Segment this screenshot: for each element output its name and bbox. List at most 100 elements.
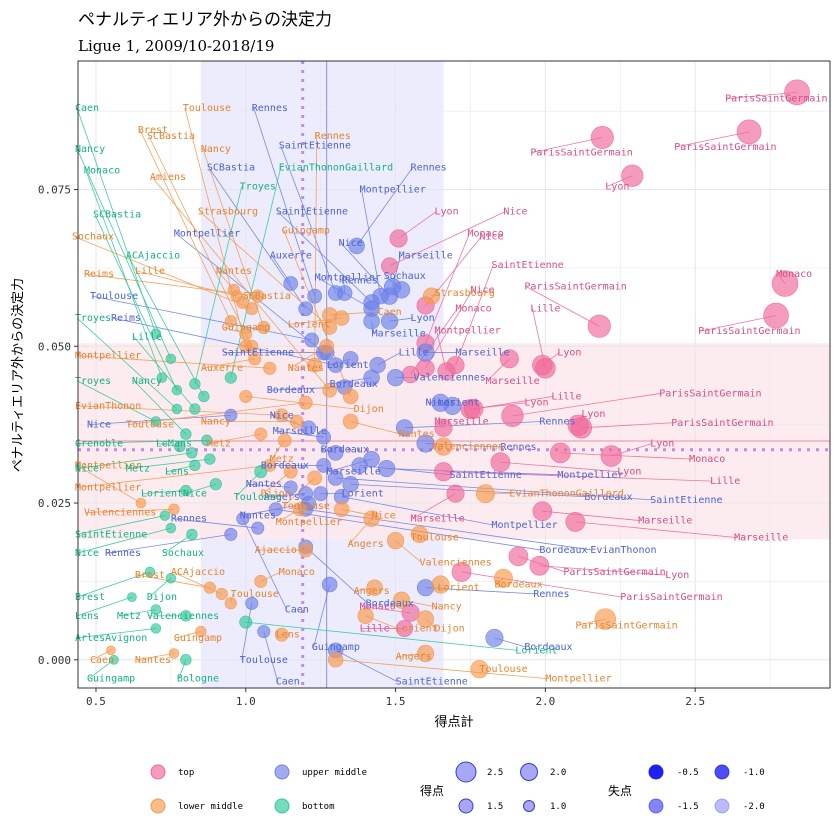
leader-line bbox=[581, 422, 674, 429]
leader-line bbox=[443, 471, 713, 482]
data-label: ParisSaintGermain bbox=[563, 567, 665, 578]
data-point bbox=[198, 390, 210, 403]
legend-color-key bbox=[150, 798, 166, 814]
data-point bbox=[150, 623, 162, 634]
data-point bbox=[342, 476, 359, 493]
data-label: Metz bbox=[270, 454, 294, 465]
leader-line bbox=[106, 533, 231, 554]
data-label: Lyon bbox=[665, 570, 689, 581]
data-point bbox=[736, 119, 762, 145]
data-label: Lorient bbox=[515, 645, 557, 656]
data-point bbox=[322, 382, 338, 398]
leader-line bbox=[539, 565, 668, 576]
data-label: Toulouse bbox=[411, 533, 459, 544]
data-label: Guingamp bbox=[312, 642, 360, 653]
data-label: Lyon bbox=[617, 467, 641, 478]
leader-line bbox=[76, 452, 192, 469]
data-label: Reims bbox=[111, 313, 141, 324]
data-label: Lyon bbox=[557, 348, 581, 359]
data-point bbox=[342, 351, 359, 367]
data-point bbox=[357, 607, 374, 625]
leader-line bbox=[76, 439, 207, 444]
legend-alpha-key bbox=[648, 798, 664, 814]
data-point bbox=[168, 648, 180, 659]
leader-line bbox=[91, 295, 312, 341]
data-label: ParisSaintGermain bbox=[698, 326, 800, 337]
legend-size-key bbox=[455, 761, 477, 783]
data-label: SaintEtienne bbox=[279, 141, 351, 152]
leader-line bbox=[242, 518, 288, 610]
data-point bbox=[410, 525, 429, 543]
data-label: ParisSaintGermain bbox=[674, 142, 776, 153]
data-point bbox=[389, 229, 408, 248]
data-label: Marseille bbox=[734, 533, 788, 544]
y-axis-title: ペナルティエリア外からの決定力 bbox=[11, 278, 26, 472]
leader-line bbox=[341, 496, 494, 526]
data-point bbox=[380, 312, 399, 330]
data-label: Dijon bbox=[147, 592, 177, 603]
data-point bbox=[446, 484, 465, 503]
data-label: SaintEtienne bbox=[491, 260, 563, 271]
legend-alpha-key bbox=[714, 764, 730, 780]
data-label: Ajaccio bbox=[255, 545, 297, 556]
data-point bbox=[239, 327, 253, 341]
data-point bbox=[251, 289, 265, 303]
data-label: Marseille bbox=[273, 426, 327, 437]
data-label: Amiens bbox=[150, 172, 186, 183]
data-label: ParisSaintGermain bbox=[671, 418, 773, 429]
data-point bbox=[600, 445, 622, 467]
data-point bbox=[180, 428, 192, 440]
data-label: Marseille bbox=[399, 250, 453, 261]
data-label: Lyon bbox=[650, 438, 674, 449]
data-label: SaintEtienne bbox=[396, 677, 468, 688]
data-label: Bordeaux bbox=[330, 379, 378, 390]
data-labels: ParisSaintGermain ParisSaintGermain ParisS… bbox=[72, 94, 827, 688]
leader-line bbox=[133, 380, 187, 435]
leader-line bbox=[263, 631, 279, 682]
data-point bbox=[327, 445, 344, 461]
plot-border bbox=[77, 60, 831, 689]
leader-line bbox=[277, 211, 372, 303]
chart-subtitle: Ligue 1, 2009/10-2018/19 bbox=[78, 37, 274, 55]
data-point bbox=[416, 343, 435, 362]
data-label: Valenciennes bbox=[414, 373, 486, 384]
data-label: Reims bbox=[84, 269, 114, 280]
data-point bbox=[771, 270, 799, 297]
leader-line bbox=[76, 465, 142, 504]
data-point bbox=[550, 442, 571, 464]
data-point bbox=[251, 521, 265, 535]
legend-color-key bbox=[274, 798, 290, 814]
leader-line bbox=[335, 659, 548, 679]
leader-line bbox=[118, 609, 156, 617]
data-label: Montpellier bbox=[75, 460, 141, 471]
data-label: Toulouse bbox=[282, 501, 330, 512]
data-label: Nice bbox=[503, 206, 527, 217]
legend-alpha-key bbox=[648, 764, 664, 780]
leader-line bbox=[560, 452, 692, 460]
data-point bbox=[195, 625, 207, 638]
data-label: Montpellier bbox=[315, 272, 381, 283]
data-label: Toulouse bbox=[479, 664, 527, 675]
data-point bbox=[437, 362, 456, 381]
data-label: Nancy bbox=[132, 376, 162, 387]
x-tick-label: 1.0 bbox=[236, 695, 256, 708]
data-point bbox=[327, 652, 344, 668]
data-label: Valenciennes bbox=[432, 442, 504, 453]
data-label: Metz bbox=[126, 464, 150, 475]
data-label: Angers bbox=[396, 652, 432, 663]
leader-line bbox=[461, 571, 623, 598]
data-label: ArlesAvignon bbox=[75, 633, 147, 644]
data-label: Rennes bbox=[539, 417, 575, 428]
legend-color-label: top bbox=[178, 768, 194, 778]
leader-line bbox=[85, 170, 163, 378]
leader-line bbox=[142, 490, 186, 495]
data-point bbox=[485, 628, 504, 647]
data-label: Lens bbox=[75, 611, 99, 622]
leader-line bbox=[184, 107, 247, 347]
data-label: Lorient bbox=[327, 360, 369, 371]
data-label: ParisSaintGermain bbox=[725, 94, 827, 105]
data-point bbox=[316, 458, 332, 473]
data-point bbox=[274, 408, 289, 423]
data-point bbox=[307, 470, 323, 486]
data-point bbox=[298, 542, 314, 558]
